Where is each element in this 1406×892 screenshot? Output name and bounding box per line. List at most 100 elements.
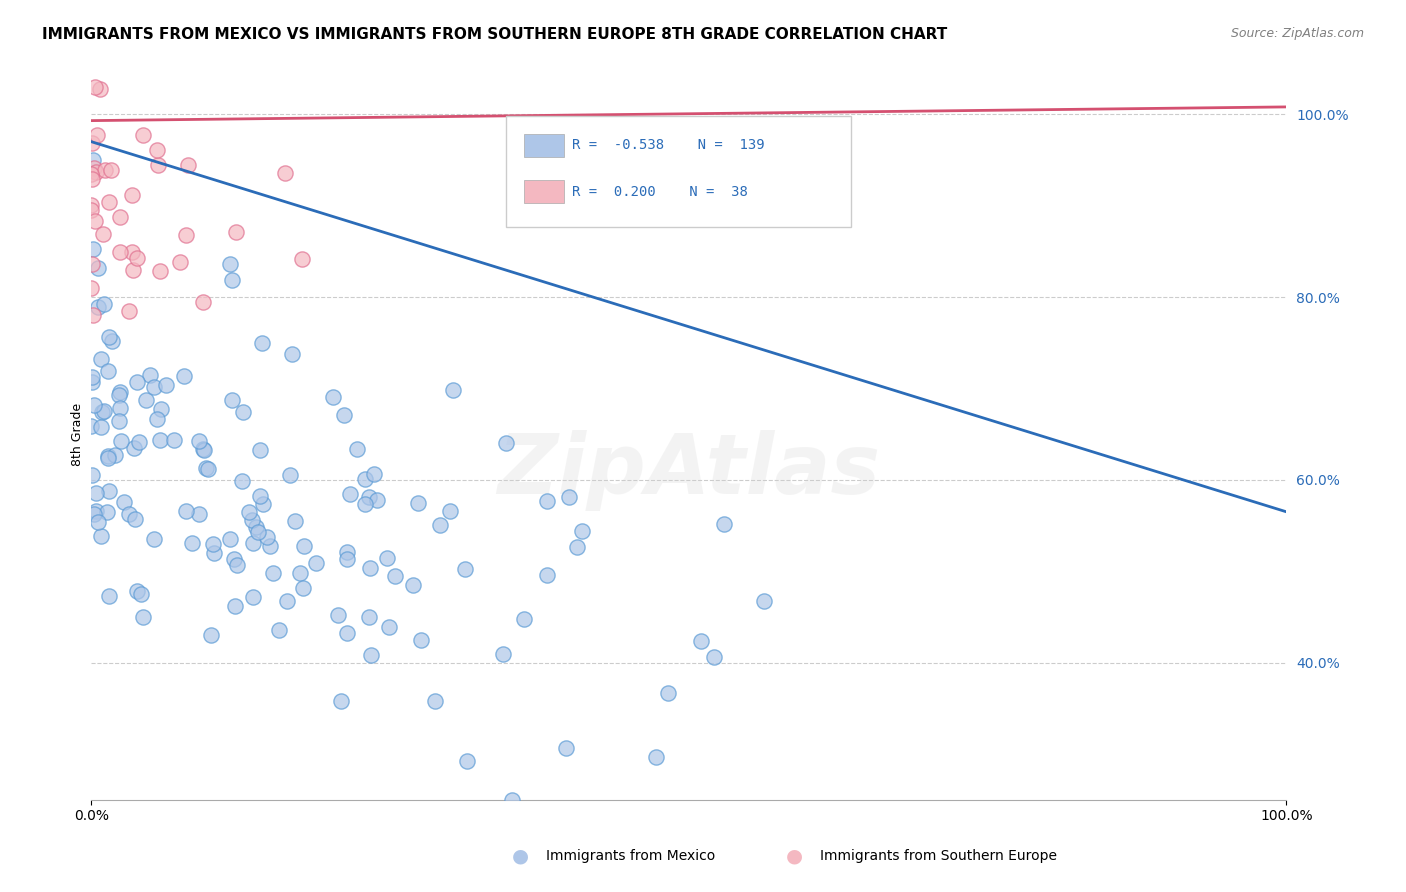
Point [513,612,536,626]
Point [124,512,146,526]
Point [82,375,104,389]
Point [82,242,104,256]
Point [82,153,104,167]
Point [200,628,222,642]
Point [346,442,368,456]
Point [87,300,110,314]
Point [238,505,260,519]
Point [80,281,103,295]
Point [122,442,145,456]
Point [150,402,173,417]
Point [456,754,478,768]
Point [536,493,558,508]
Text: ●: ● [512,847,529,866]
Point [224,599,246,613]
Point [80,468,103,483]
Point [305,556,328,570]
Point [291,252,314,267]
Point [554,740,576,755]
Point [558,490,581,504]
Point [142,533,165,547]
Point [197,462,219,476]
Point [180,536,202,550]
Point [384,569,406,583]
Point [110,385,132,400]
Point [131,609,153,624]
Point [259,540,281,554]
Point [221,392,243,407]
Point [122,263,145,277]
Point [218,257,240,271]
Point [83,398,105,412]
Point [139,368,162,382]
Point [406,496,429,510]
Point [359,561,381,575]
Point [169,254,191,268]
Point [121,187,143,202]
Text: R =  0.200    N =  38: R = 0.200 N = 38 [572,185,748,199]
Point [354,497,377,511]
Point [84,213,107,227]
Text: ZipAtlas: ZipAtlas [498,430,880,511]
Point [83,80,105,95]
Point [690,633,713,648]
Point [177,158,200,172]
Point [326,608,349,623]
Point [423,694,446,708]
Point [281,347,304,361]
Point [429,518,451,533]
Point [86,128,108,142]
Point [87,515,110,529]
Point [713,516,735,531]
Point [274,166,297,180]
Y-axis label: 8th Grade: 8th Grade [72,402,84,466]
Point [80,418,103,433]
Point [252,336,274,351]
Point [256,530,278,544]
Point [339,486,361,500]
Point [90,351,112,366]
Point [83,161,105,175]
Point [174,227,197,242]
Point [492,647,515,661]
Point [441,384,464,398]
Point [363,467,385,481]
Point [127,251,149,265]
Point [90,420,112,434]
Point [191,442,214,456]
Point [645,750,668,764]
Point [245,520,267,534]
Point [80,27,103,41]
Point [132,128,155,142]
Point [163,433,186,447]
Point [101,334,124,348]
Point [194,461,217,475]
Point [84,503,107,517]
Point [252,497,274,511]
Point [97,194,120,209]
Point [97,364,120,378]
Point [219,532,242,546]
Point [155,377,177,392]
Point [80,171,103,186]
Point [118,303,141,318]
Point [357,610,380,624]
Point [104,448,127,462]
Point [262,566,284,580]
Point [93,404,115,418]
Text: ●: ● [786,847,803,866]
Point [91,405,114,419]
Point [330,694,353,708]
Point [128,434,150,449]
Point [97,450,120,465]
Point [100,162,122,177]
Point [135,393,157,408]
Point [112,495,135,509]
Point [125,375,148,389]
Point [107,414,129,428]
Point [657,686,679,700]
Point [242,536,264,550]
Point [221,273,243,287]
Point [249,489,271,503]
Point [97,450,120,464]
